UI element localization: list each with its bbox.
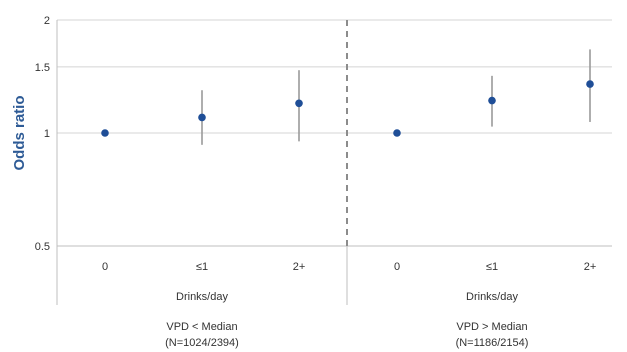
data-point-0-2 [295, 99, 303, 108]
y-axis-label: Odds ratio [11, 95, 28, 170]
data-point-1-1 [488, 96, 496, 105]
x-tick-label-1-0: 0 [394, 261, 400, 273]
x-axis-label-left: Drinks/day [176, 291, 228, 303]
y-tick-label-3: 2 [44, 15, 50, 27]
gridlines [57, 19, 612, 247]
group-label-right: VPD > Median [456, 321, 527, 333]
data-points [101, 80, 594, 137]
x-axis-label-right: Drinks/day [466, 291, 518, 303]
group-label-left: VPD < Median [166, 321, 237, 333]
axes [56, 20, 612, 305]
data-point-0-0 [101, 129, 109, 137]
data-point-1-0 [393, 129, 401, 137]
x-tick-label-0-1: ≤1 [196, 261, 208, 273]
x-tick-label-0-0: 0 [102, 261, 108, 273]
group-n-right: (N=1186/2154) [456, 337, 529, 349]
data-point-1-2 [586, 80, 594, 88]
x-tick-label-1-2: 2+ [584, 261, 597, 273]
x-tick-label-0-2: 2+ [293, 261, 306, 273]
x-tick-label-1-1: ≤1 [486, 261, 498, 273]
data-point-0-1 [198, 113, 206, 122]
y-tick-label-1: 1 [44, 128, 50, 140]
y-tick-labels: 0.5 1 1.5 2 [35, 15, 50, 253]
y-tick-label-0: 0.5 [35, 241, 50, 253]
group-n-left: (N=1024/2394) [165, 337, 239, 349]
x-tick-labels: 0 ≤1 2+ 0 ≤1 2+ [102, 261, 596, 273]
y-tick-label-2: 1.5 [35, 62, 50, 74]
